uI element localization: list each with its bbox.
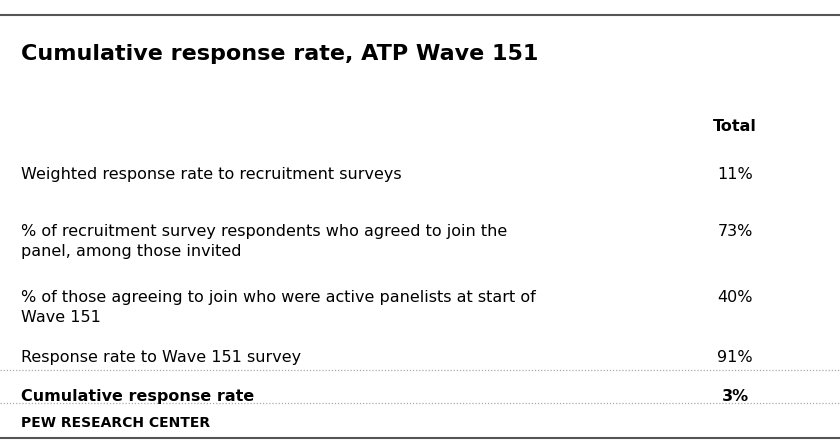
Text: Cumulative response rate: Cumulative response rate [21,389,255,404]
Text: Total: Total [713,119,757,134]
Text: Response rate to Wave 151 survey: Response rate to Wave 151 survey [21,350,301,365]
Text: 11%: 11% [717,167,753,182]
Text: 40%: 40% [717,290,753,305]
Text: 73%: 73% [717,224,753,239]
Text: 3%: 3% [722,389,748,404]
Text: % of recruitment survey respondents who agreed to join the
panel, among those in: % of recruitment survey respondents who … [21,224,507,259]
Text: PEW RESEARCH CENTER: PEW RESEARCH CENTER [21,416,210,430]
Text: % of those agreeing to join who were active panelists at start of
Wave 151: % of those agreeing to join who were act… [21,290,536,325]
Text: Cumulative response rate, ATP Wave 151: Cumulative response rate, ATP Wave 151 [21,44,538,64]
Text: Weighted response rate to recruitment surveys: Weighted response rate to recruitment su… [21,167,402,182]
Text: 91%: 91% [717,350,753,365]
